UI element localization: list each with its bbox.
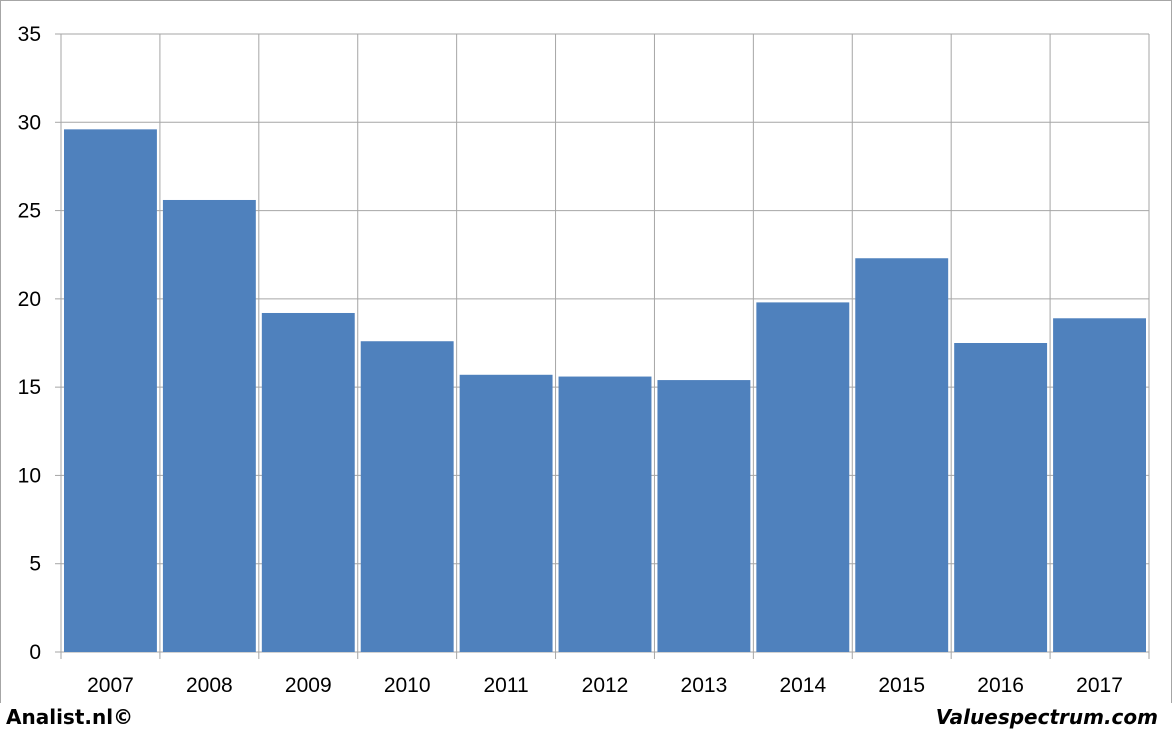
y-tick-label: 30 [18,111,41,134]
bars [64,129,1146,652]
bar-2010 [360,341,454,652]
x-tick-label: 2015 [878,674,925,697]
y-tick-label: 20 [18,288,41,311]
bar-2008 [162,199,256,652]
bar-2017 [1053,318,1146,652]
x-tick-label: 2016 [977,674,1024,697]
x-tick-label: 2007 [87,674,134,697]
y-tick-label: 25 [18,200,41,223]
x-tick-label: 2017 [1076,674,1123,697]
x-tick-label: 2009 [285,674,332,697]
x-tick-label: 2011 [484,674,529,697]
bar-2007 [64,129,157,652]
y-tick-label: 10 [18,464,41,487]
bar-2016 [954,343,1048,652]
x-axis-ticks: 2007 2008 2009 2010 2011 2012 2013 2014 2015 2016… [87,674,1123,697]
bar-2015 [855,258,949,652]
y-axis-ticks: 0 5 10 15 20 25 30 35 [18,23,41,664]
bar-2014 [756,302,850,652]
bar-2012 [558,376,652,652]
y-tick-label: 0 [29,641,41,664]
x-tick-label: 2012 [582,674,629,697]
bar-2009 [261,312,355,652]
y-tick-label: 15 [18,376,41,399]
y-tick-label: 5 [29,553,41,576]
bar-2011 [459,374,553,652]
source-label-valuespectrum: Valuespectrum.com [935,705,1158,729]
x-tick-label: 2008 [186,674,233,697]
chart-footer: Analist.nl© Valuespectrum.com [0,703,1172,734]
y-tick-label: 35 [18,23,41,46]
x-tick-label: 2010 [384,674,431,697]
bar-2013 [657,380,751,652]
source-label-analist: Analist.nl© [6,705,134,729]
x-tick-label: 2014 [779,674,826,697]
x-tick-label: 2013 [681,674,728,697]
